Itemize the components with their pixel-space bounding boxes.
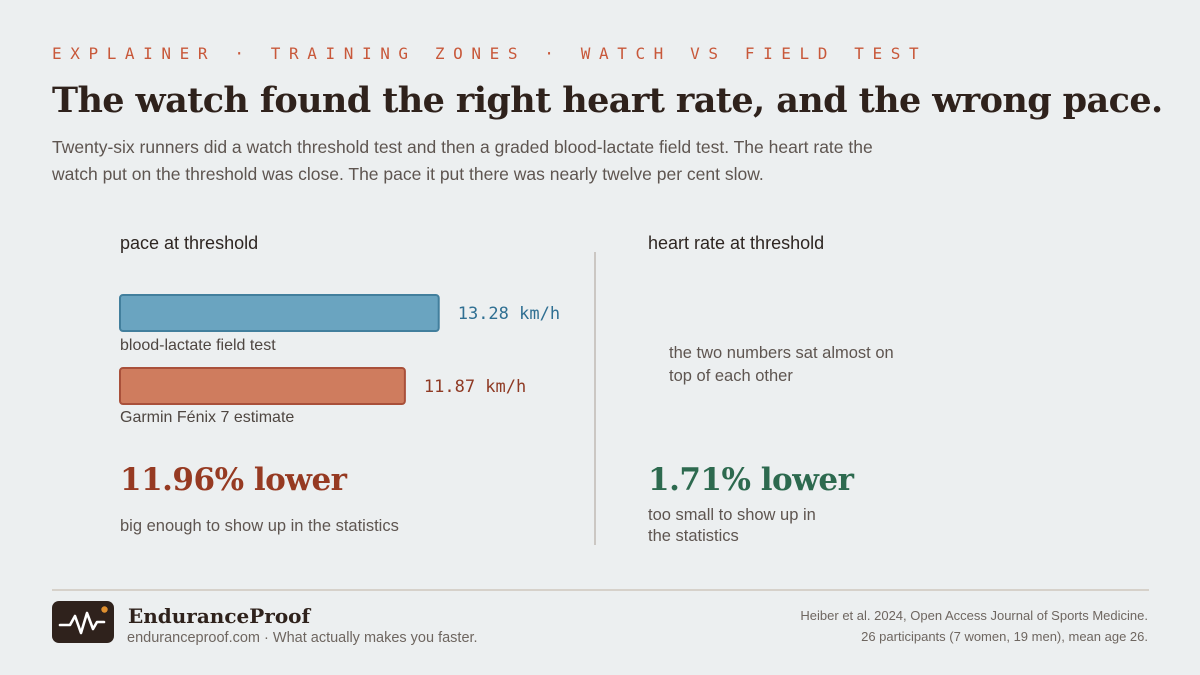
bar-garmin [119,367,406,405]
headline: The watch found the right heart rate, an… [52,80,1163,121]
lede: Twenty-six runners did a watch threshold… [52,137,873,184]
pace-bar-chart: 13.28 km/h 11.87 km/h [119,294,560,405]
value-label-garmin: 11.87 km/h [424,377,526,397]
value-label-field-test: 13.28 km/h [458,304,560,324]
pace-difference: 11.96% lower [120,462,347,498]
brand-tagline: enduranceproof.com · What actually makes… [127,630,478,646]
hr-difference-note: too small to show up in the statistics [648,506,816,545]
hr-difference: 1.71% lower [648,462,854,498]
brand-name: EnduranceProof [128,604,311,628]
bar-caption-garmin: Garmin Fénix 7 estimate [120,409,295,426]
footer-divider [52,589,1149,591]
panel-divider [594,252,596,545]
kicker: EXPLAINER · TRAINING ZONES · WATCH VS FI… [52,44,928,63]
pace-difference-note: big enough to show up in the statistics [120,517,399,535]
pace-panel-title: pace at threshold [120,233,259,253]
bar-field-test [119,294,440,332]
bar-caption-field-test: blood-lactate field test [120,337,276,354]
source-line-1: Heiber et al. 2024, Open Access Journal … [800,608,1148,623]
heartbeat-logo-icon [52,601,114,643]
hr-note: the two numbers sat almost on top of eac… [669,344,894,385]
source-citation: Heiber et al. 2024, Open Access Journal … [800,605,1148,647]
source-line-2: 26 participants (7 women, 19 men), mean … [861,629,1148,644]
hr-panel-title: heart rate at threshold [648,233,825,253]
